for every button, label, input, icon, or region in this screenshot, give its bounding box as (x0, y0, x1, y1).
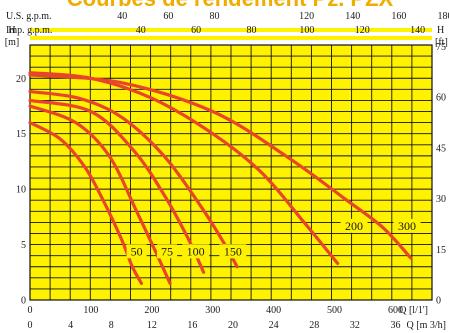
curve-label-bg (182, 244, 210, 259)
tick-x-top1: 180 (438, 11, 449, 22)
tick-x-top1: 160 (391, 11, 406, 22)
tick-x-top2: 60 (191, 25, 201, 36)
axis-label-y-left-unit: [m] (5, 37, 19, 48)
axis-label-x-top2: Imp. g.p.m. (6, 25, 52, 36)
tick-x-bottom: 500 (327, 305, 342, 316)
curve-label-bg (340, 218, 368, 233)
tick-x-bottom2: 28 (309, 320, 319, 331)
tick-x-bottom: 300 (205, 305, 220, 316)
axis-label-y-right-name: H (437, 25, 444, 36)
curve-label-200: 200 (345, 219, 363, 233)
tick-x-top1: 80 (209, 11, 219, 22)
top-band-1 (30, 28, 432, 32)
tick-y-right: 0 (436, 296, 441, 307)
axis-label-x-bottom2: Q [m 3/h] (407, 320, 446, 331)
tick-y-right: 45 (436, 143, 446, 154)
tick-x-bottom2: 0 (28, 320, 33, 331)
chart-title: Courbes de rendement Pz. PZX (67, 0, 394, 11)
axis-label-y-left-name: H (8, 25, 15, 36)
grid (29, 44, 433, 301)
tick-x-top2: 120 (355, 25, 370, 36)
tick-y-right: 60 (436, 93, 446, 104)
tick-y-left: 0 (21, 296, 26, 307)
curve-labels: 50 75 100 150 200 300 (126, 218, 421, 259)
tick-x-bottom2: 4 (68, 320, 73, 331)
tick-x-bottom: 0 (28, 305, 33, 316)
axis-label-y-right-unit: [ft] (435, 37, 448, 48)
tick-x-bottom2: 24 (269, 320, 279, 331)
curve-label-150: 150 (224, 244, 242, 258)
tick-y-right: 15 (436, 245, 446, 256)
tick-x-top1: 120 (299, 11, 314, 22)
plot-border (29, 44, 433, 301)
curve-label-bg (157, 244, 178, 259)
tick-x-top1: 140 (345, 11, 360, 22)
tick-y-left: 15 (16, 129, 26, 140)
curve-label-300: 300 (398, 219, 416, 233)
top-band-2 (30, 36, 432, 40)
curves (28, 71, 413, 285)
tick-y-left: 10 (16, 185, 26, 196)
axis-label-x-bottom: Q [l/1'] (399, 305, 428, 316)
tick-x-bottom2: 20 (228, 320, 238, 331)
tick-x-bottom: 100 (83, 305, 98, 316)
tick-x-bottom2: 12 (147, 320, 157, 331)
tick-x-bottom: 200 (144, 305, 159, 316)
tick-y-left: 20 (16, 74, 26, 85)
tick-x-bottom2: 8 (109, 320, 114, 331)
curve-label-100: 100 (187, 244, 205, 258)
curve-300 (28, 73, 413, 260)
tick-x-bottom2: 32 (350, 320, 360, 331)
tick-x-top2: 40 (136, 25, 146, 36)
tick-x-top2: 100 (299, 25, 314, 36)
tick-x-top2: 140 (410, 25, 425, 36)
curve-label-50: 50 (131, 244, 143, 258)
tick-y-right: 75 (436, 42, 446, 53)
curve-50 (28, 121, 144, 285)
axis-label-x-top1: U.S. g.p.m. (6, 11, 52, 22)
tick-x-top2: 80 (247, 25, 257, 36)
tick-y-right: 30 (436, 194, 446, 205)
tick-x-bottom2: 16 (187, 320, 197, 331)
tick-y-left: 5 (21, 240, 26, 251)
curve-label-bg (393, 218, 421, 233)
tick-x-top1: 60 (163, 11, 173, 22)
tick-x-top1: 40 (117, 11, 127, 22)
curve-label-bg (126, 244, 147, 259)
curve-75 (28, 104, 172, 285)
curve-label-75: 75 (161, 244, 173, 258)
tick-x-bottom2: 36 (390, 320, 400, 331)
curve-label-bg (219, 244, 247, 259)
tick-x-bottom: 400 (266, 305, 281, 316)
tick-x-bottom: 600 (388, 305, 403, 316)
curve-100 (28, 98, 206, 274)
